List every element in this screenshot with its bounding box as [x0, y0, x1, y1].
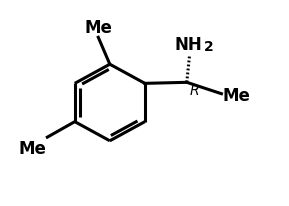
Text: Me: Me [84, 19, 112, 37]
Text: Me: Me [18, 139, 46, 157]
Text: NH: NH [174, 36, 202, 54]
Text: Me: Me [223, 86, 251, 104]
Text: R: R [190, 84, 199, 98]
Text: 2: 2 [204, 40, 214, 54]
